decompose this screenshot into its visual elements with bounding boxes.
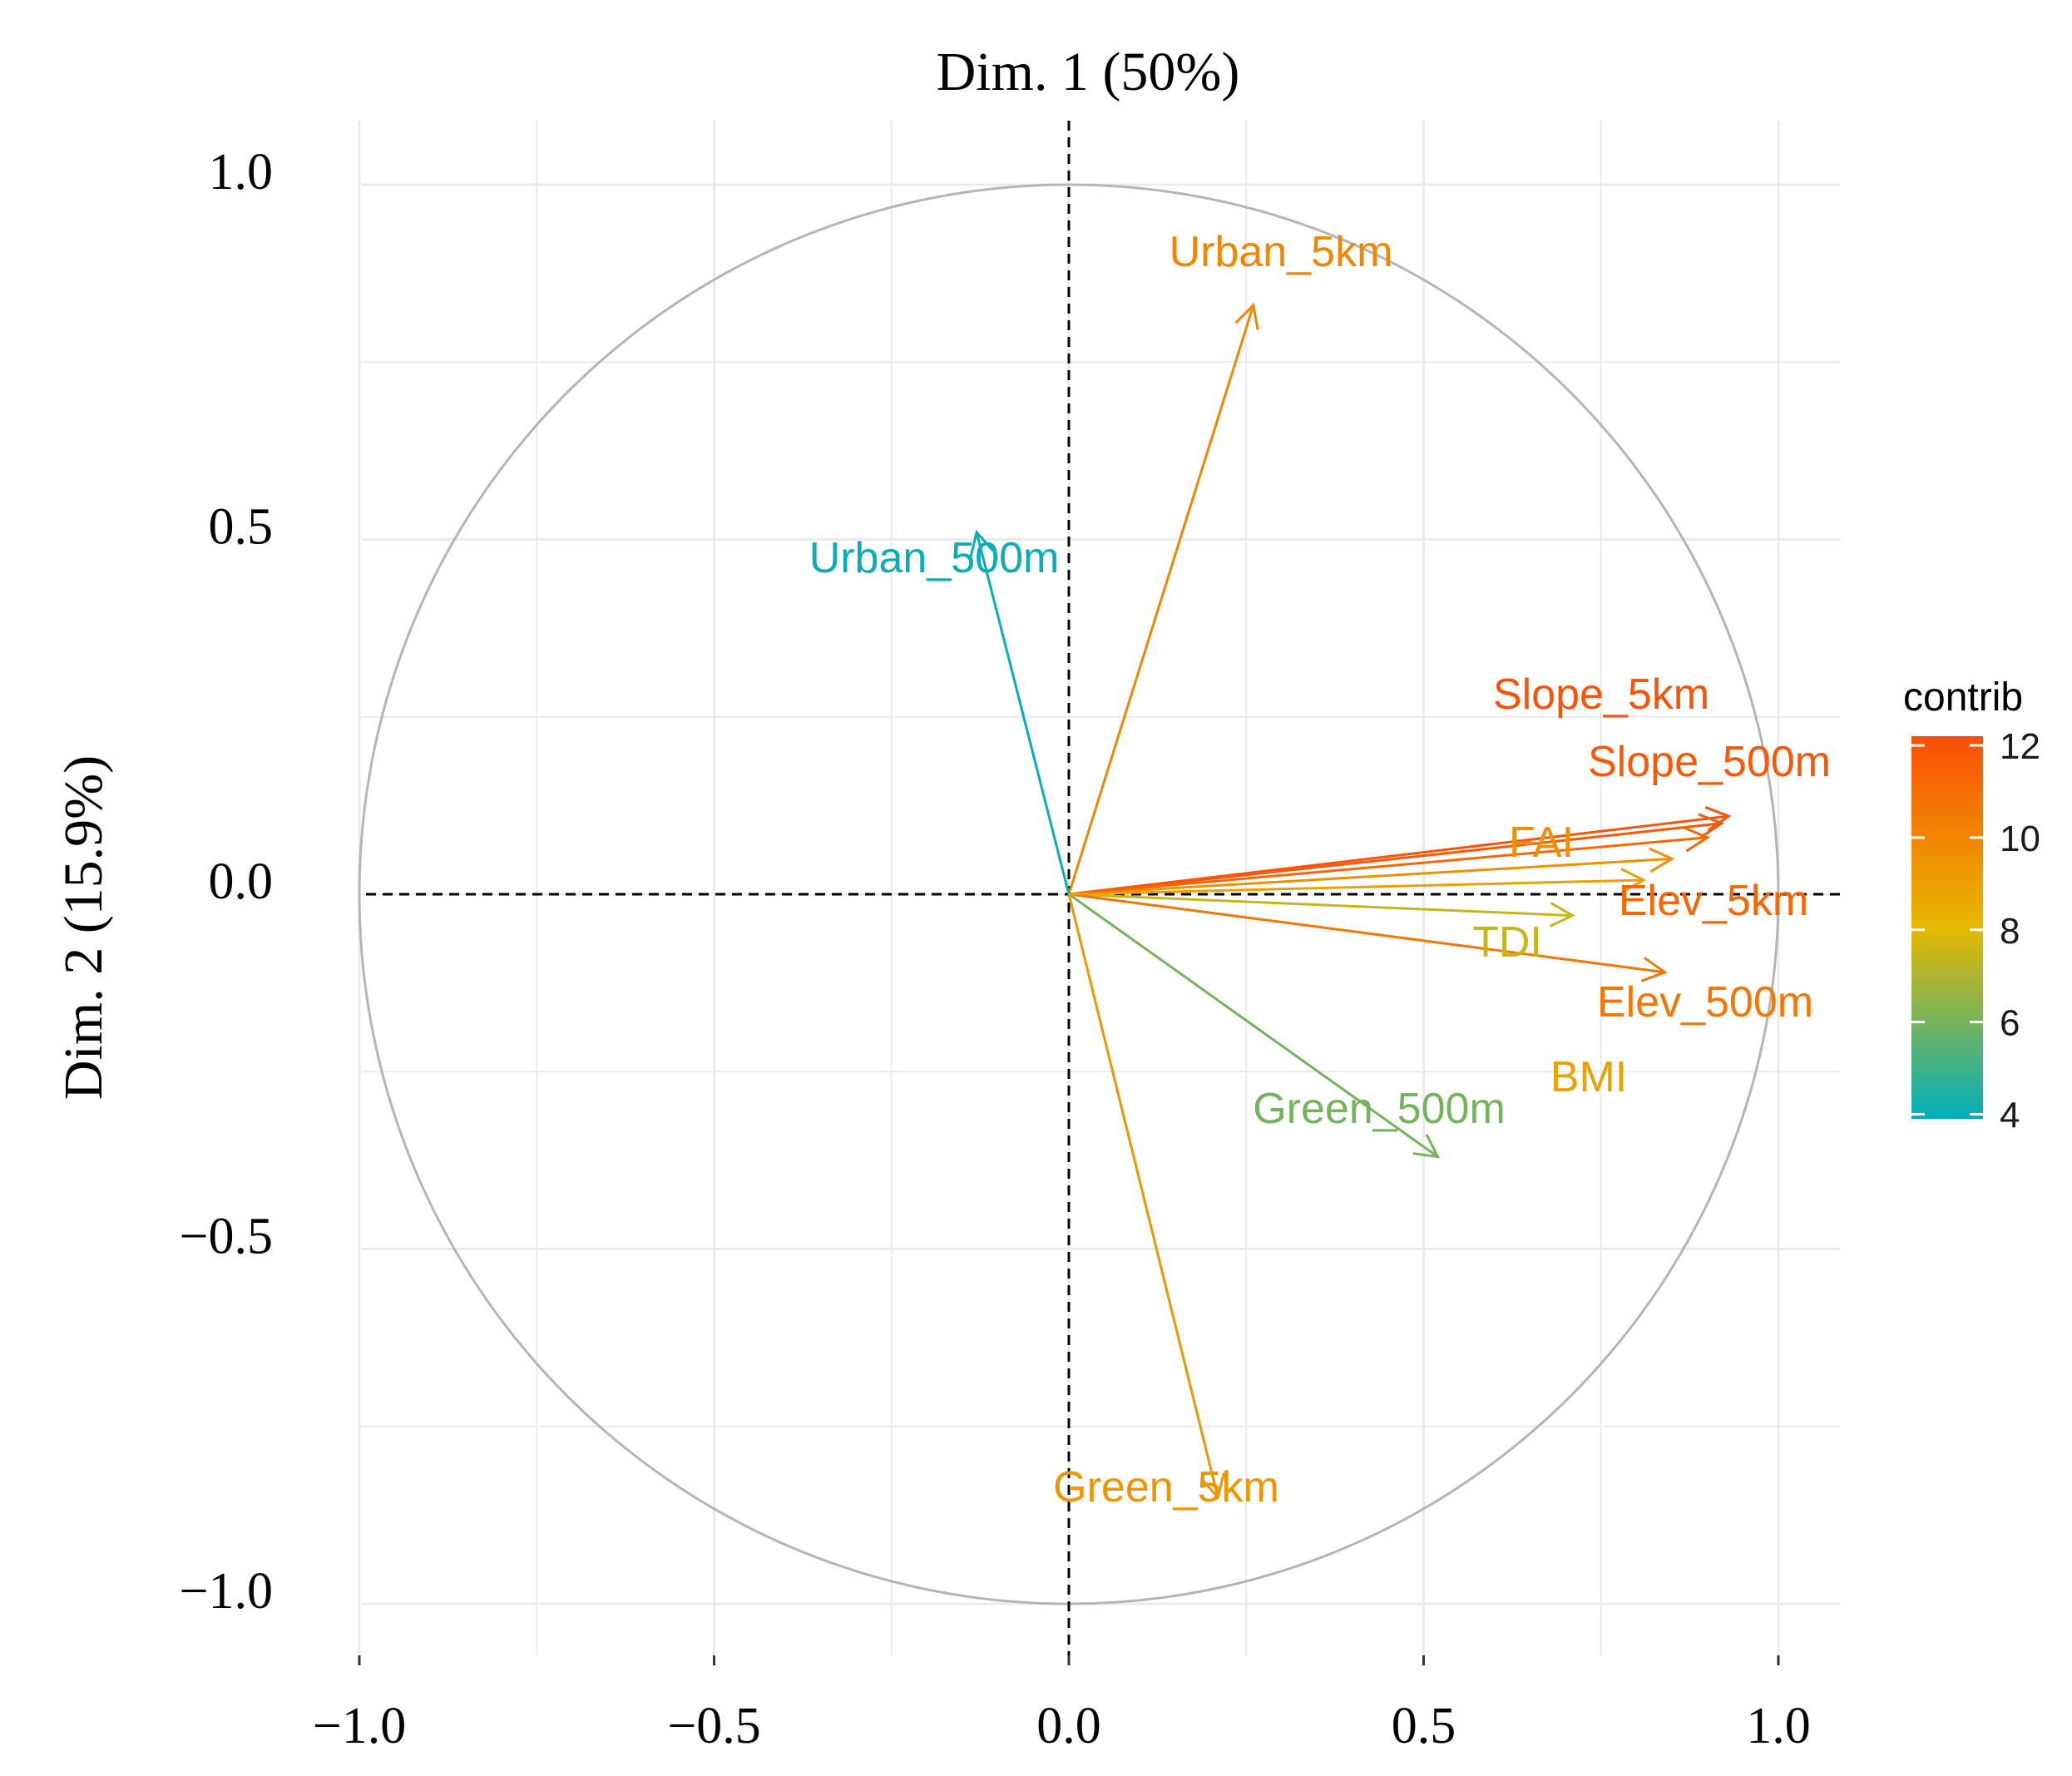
x-tick-label: 0.5	[1392, 1698, 1456, 1754]
variable-labels: Urban_5km Urban_500m Slope_5km Slope_500m FA…	[809, 228, 1831, 1511]
arrow-head	[1234, 302, 1259, 330]
arrow-elev-500m	[1068, 893, 1668, 982]
arrow-head	[1200, 1472, 1225, 1501]
tick-labels: −1.0 −0.5 0.0 0.5 1.0 1.0 0.5 0.0 −0.5 −1.0	[180, 144, 1811, 1754]
arrow-elev-5km	[1068, 826, 1710, 896]
variable-arrows	[969, 302, 1732, 1501]
y-axis-label: Dim. 2 (15.9%)	[53, 755, 114, 1100]
arrow-shaft	[1068, 878, 1644, 896]
chart-title: Dim. 1 (50%)	[937, 42, 1240, 102]
y-tick-label: −0.5	[180, 1209, 273, 1265]
arrow-head	[1549, 902, 1575, 928]
variable-label: Elev_5km	[1619, 877, 1808, 925]
legend-tick-label: 6	[2000, 1003, 2020, 1044]
legend-title: contrib	[1903, 675, 2023, 720]
y-tick-label: 0.5	[209, 499, 274, 556]
arrow-shaft	[1068, 893, 1573, 918]
y-tick-label: 0.0	[209, 853, 274, 910]
variable-label: BMI	[1550, 1053, 1627, 1101]
legend-tick-label: 10	[2000, 819, 2040, 859]
x-tick-label: 0.0	[1036, 1698, 1101, 1754]
variable-label: Green_500m	[1253, 1085, 1506, 1133]
arrow-head	[1698, 813, 1724, 839]
x-tick-label: 1.0	[1746, 1698, 1811, 1754]
arrow-fai	[1068, 847, 1675, 896]
arrow-shaft	[1067, 893, 1219, 1498]
arrow-tdi	[1068, 893, 1575, 928]
legend-tick-label: 8	[2000, 911, 2020, 952]
arrow-head	[1649, 847, 1675, 873]
arrow-head	[1684, 826, 1710, 853]
variable-label: Slope_500m	[1588, 738, 1831, 786]
legend-ticks: 4 6 8 10 12	[1911, 726, 2040, 1135]
variable-label: Elev_500m	[1597, 978, 1813, 1027]
arrow-shaft	[1068, 893, 1665, 974]
arrow-green-5km	[1067, 893, 1225, 1501]
arrow-shaft	[1068, 893, 1439, 1158]
arrow-shaft	[1067, 304, 1255, 895]
arrow-shaft	[1068, 836, 1708, 896]
arrow-bmi	[1068, 868, 1647, 896]
variable-label: Slope_5km	[1493, 670, 1709, 719]
arrow-shaft	[1068, 857, 1673, 896]
variable-label: Urban_500m	[809, 534, 1060, 582]
arrow-head	[1640, 957, 1668, 982]
x-tick-label: −0.5	[667, 1698, 760, 1754]
arrow-head	[969, 529, 995, 557]
legend-tick-label: 4	[2000, 1095, 2020, 1135]
y-tick-label: −1.0	[180, 1563, 273, 1620]
variable-label: Urban_5km	[1170, 228, 1393, 276]
arrow-green-500m	[1068, 893, 1441, 1159]
y-tick-label: 1.0	[209, 144, 274, 200]
arrow-urban-5km	[1067, 302, 1259, 895]
legend-tick-label: 12	[2000, 726, 2040, 767]
arrow-shaft	[975, 532, 1071, 895]
arrow-urban-500m	[969, 529, 1071, 895]
arrow-head	[1620, 868, 1647, 893]
variable-label: TDI	[1472, 918, 1542, 967]
variable-label: Green_5km	[1053, 1463, 1279, 1511]
arrow-head	[1704, 806, 1732, 832]
arrow-shaft	[1068, 822, 1722, 896]
legend: contrib 4 6 8 10 12	[1903, 675, 2040, 1135]
arrow-slope-500m	[1068, 813, 1724, 896]
legend-colorbar	[1911, 736, 1983, 1119]
variable-label: FAI	[1509, 819, 1574, 867]
x-tick-label: −1.0	[313, 1698, 406, 1754]
arrow-head	[1412, 1134, 1441, 1159]
